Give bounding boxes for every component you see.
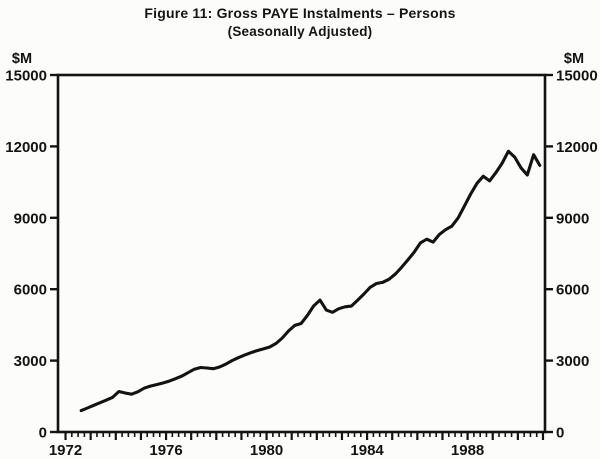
y-axis-unit-labels: $M $M: [12, 51, 584, 67]
svg-text:6000: 6000: [14, 282, 47, 299]
svg-text:9000: 9000: [14, 210, 47, 227]
x-axis-labels: 1972 1976 1980 1984 1988: [49, 442, 484, 459]
svg-text:1976: 1976: [149, 442, 182, 459]
chart-title: Figure 11: Gross PAYE Instalments – Pers…: [144, 5, 456, 21]
x-axis-ticks: [64, 432, 545, 440]
svg-text:12000: 12000: [556, 139, 598, 156]
svg-text:1972: 1972: [49, 442, 82, 459]
svg-text:$M: $M: [12, 51, 32, 67]
svg-text:1984: 1984: [350, 442, 384, 459]
svg-text:3000: 3000: [556, 353, 589, 370]
y-axis-ticks: [50, 73, 553, 434]
chart-subtitle: (Seasonally Adjusted): [227, 24, 373, 39]
svg-text:3000: 3000: [14, 353, 47, 370]
svg-text:1988: 1988: [451, 442, 484, 459]
svg-text:15000: 15000: [556, 68, 598, 85]
y-axis-labels-right: 0 3000 6000 9000 12000 15000: [556, 68, 598, 442]
data-line-paye-persons: [79, 149, 542, 413]
svg-text:0: 0: [39, 425, 47, 442]
svg-text:$M: $M: [564, 51, 584, 67]
svg-text:1980: 1980: [250, 442, 283, 459]
svg-text:0: 0: [556, 425, 564, 442]
axis-frame: [56, 73, 547, 434]
svg-text:6000: 6000: [556, 282, 589, 299]
y-axis-labels-left: 0 3000 6000 9000 12000 15000: [5, 68, 47, 442]
svg-text:15000: 15000: [5, 68, 47, 85]
svg-text:9000: 9000: [556, 210, 589, 227]
svg-text:12000: 12000: [5, 139, 47, 156]
